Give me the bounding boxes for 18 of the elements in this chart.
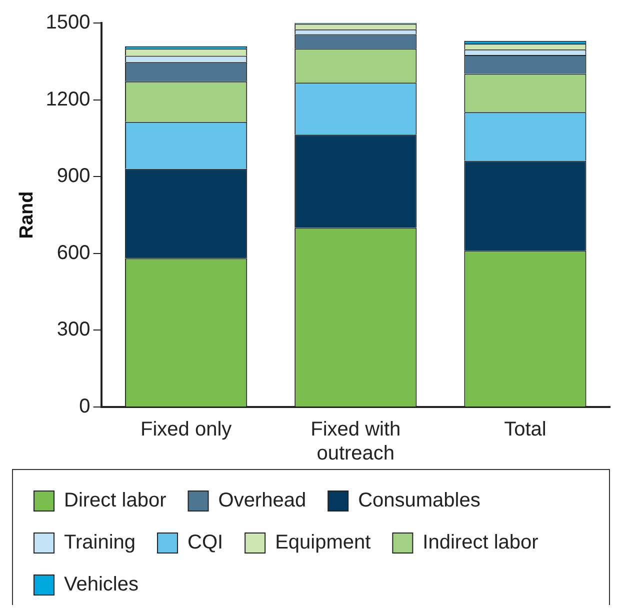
y-tick-label: 0	[79, 396, 90, 418]
legend-label: Consumables	[358, 490, 480, 512]
legend-label: CQI	[188, 532, 224, 554]
legend-label: Vehicles	[64, 574, 138, 596]
legend-label: Indirect labor	[422, 532, 539, 554]
x-tick-label: Fixed only	[140, 418, 232, 441]
legend-label: Direct labor	[64, 490, 167, 512]
legend-label: Equipment	[275, 532, 372, 554]
x-tick-label: Fixed with outreach	[310, 418, 401, 465]
y-tick-label: 1200	[46, 88, 90, 110]
y-tick-label: 300	[56, 318, 90, 341]
y-tick-label: 900	[56, 165, 90, 188]
x-tick-label: Total	[504, 418, 546, 441]
y-tick-label: 600	[56, 242, 90, 264]
legend-label: Overhead	[218, 490, 306, 512]
legend-label: Training	[64, 532, 136, 554]
y-axis-title: Rand	[16, 191, 38, 239]
y-tick-label: 1500	[46, 12, 90, 34]
